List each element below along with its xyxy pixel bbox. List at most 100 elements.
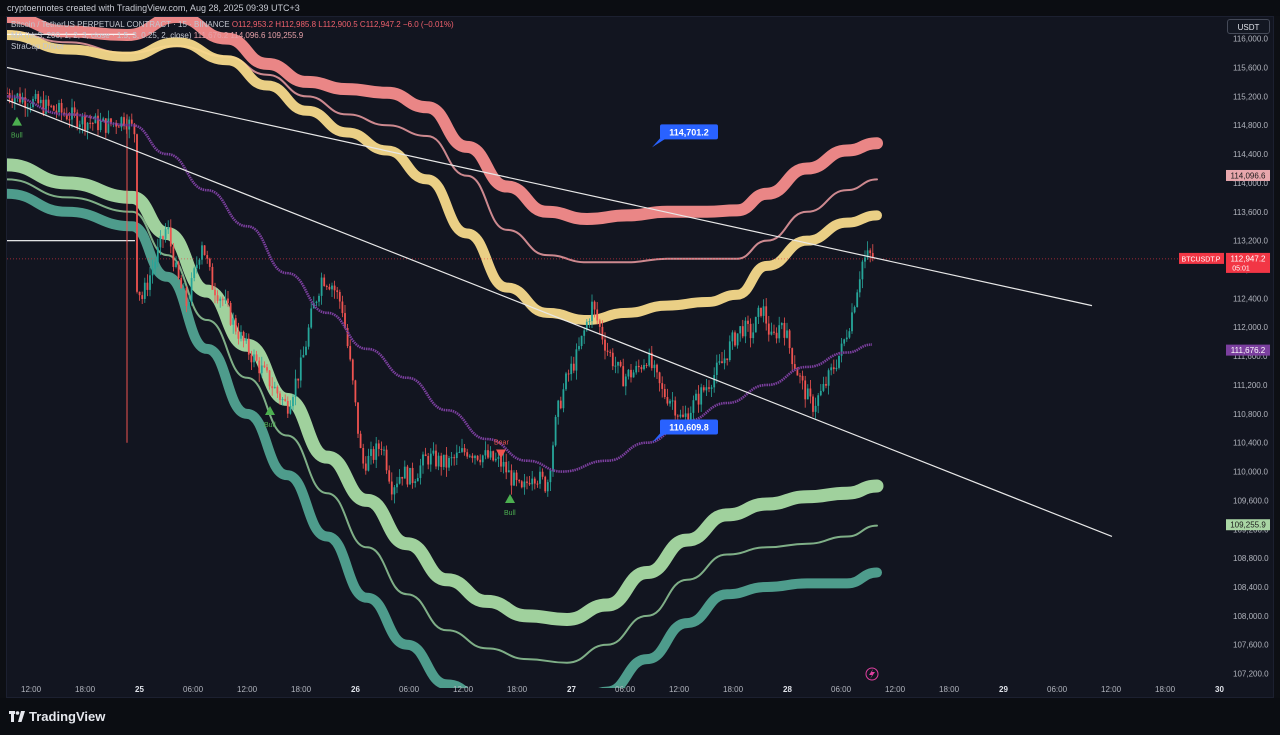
candle-body — [461, 448, 463, 452]
candle-body — [494, 458, 497, 461]
x-tick-label: 27 — [567, 685, 576, 694]
candle-body — [307, 327, 310, 347]
candle-body — [221, 298, 224, 301]
candle-body — [767, 323, 770, 335]
candle-body — [370, 449, 372, 456]
candle-body — [614, 365, 617, 367]
candle-body — [55, 110, 58, 113]
candle-body — [531, 478, 534, 485]
candle-body — [255, 354, 258, 361]
candle-body — [791, 348, 794, 365]
y-tick-label: 108,800.0 — [1233, 554, 1269, 563]
candle-body — [697, 393, 700, 405]
candle-body — [502, 461, 505, 467]
candle-body — [578, 346, 580, 350]
candle-body — [650, 352, 653, 369]
candle-body — [619, 361, 622, 367]
candle-body — [853, 307, 856, 313]
candle-body — [237, 331, 240, 339]
candle-body — [240, 331, 242, 339]
y-tick-label: 110,000.0 — [1233, 468, 1269, 477]
indicator-row: StraCap Driver — [11, 41, 454, 52]
candle-body — [585, 321, 588, 331]
price-label-bg — [1226, 169, 1270, 181]
candle-body — [684, 413, 687, 417]
candle-body — [669, 400, 671, 404]
candle-body — [320, 277, 323, 296]
candle-body — [799, 375, 801, 377]
candle-body — [752, 332, 755, 339]
candle-body — [817, 395, 820, 406]
candle-body — [734, 332, 736, 346]
callout-box — [660, 419, 718, 435]
candle-body — [198, 259, 201, 265]
candle-body — [141, 295, 144, 299]
candle-body — [726, 358, 729, 361]
candle-body — [164, 229, 167, 239]
upper-main-band — [7, 30, 882, 326]
x-tick-label: 12:00 — [885, 685, 906, 694]
candle-body — [601, 326, 604, 340]
candle-body — [848, 331, 851, 338]
bull-signal-marker — [505, 493, 515, 503]
candle-body — [598, 320, 601, 327]
candle-body — [700, 387, 703, 405]
candle-body — [208, 258, 211, 267]
candle-body — [819, 390, 822, 396]
candle-body — [45, 99, 47, 114]
y-tick-label: 116,000.0 — [1233, 35, 1269, 44]
candle-body — [86, 122, 89, 131]
candle-body — [177, 262, 180, 279]
candle-body — [13, 97, 16, 103]
y-tick-label: 107,600.0 — [1233, 641, 1269, 650]
candle-body — [567, 373, 570, 375]
candle-body — [866, 250, 869, 258]
candle-body — [552, 445, 554, 471]
candle-body — [718, 361, 721, 363]
candle-body — [489, 451, 492, 458]
candle-body — [754, 316, 757, 333]
tradingview-logo-text: TradingView — [29, 709, 106, 724]
y-tick-label: 112,400.0 — [1233, 294, 1269, 303]
candle-body — [474, 455, 476, 459]
candle-body — [50, 105, 53, 107]
x-tick-label: 06:00 — [1047, 685, 1068, 694]
y-tick-label: 114,400.0 — [1233, 150, 1269, 159]
candle-body — [224, 298, 227, 301]
tradingview-logo[interactable]: TradingView — [9, 709, 105, 724]
candle-body — [234, 318, 237, 332]
candles-group — [7, 87, 874, 504]
candle-body — [156, 247, 159, 262]
candle-body — [671, 400, 674, 402]
footer-bar — [0, 698, 1280, 735]
candle-body — [689, 412, 692, 421]
candle-body — [385, 449, 388, 471]
candle-body — [273, 386, 276, 389]
candle-body — [458, 451, 461, 453]
candle-body — [68, 119, 71, 121]
y-tick-label: 109,600.0 — [1233, 496, 1269, 505]
x-tick-label: 18:00 — [507, 685, 528, 694]
candle-body — [97, 115, 99, 131]
candle-body — [383, 449, 385, 451]
candle-body — [185, 287, 188, 306]
callout-box — [660, 124, 718, 140]
currency-button[interactable]: USDT — [1227, 19, 1270, 34]
candle-body — [814, 405, 817, 412]
candle-body — [765, 306, 768, 324]
candle-body — [523, 481, 526, 488]
x-tick-label: 12:00 — [21, 685, 42, 694]
x-tick-label: 12:00 — [237, 685, 258, 694]
x-tick-label: 18:00 — [291, 685, 312, 694]
chart-legend: Bitcoin / TetherUS PERPETUAL CONTRACT · … — [11, 19, 454, 52]
candle-body — [858, 279, 861, 293]
symbol-name: Bitcoin / TetherUS PERPETUAL CONTRACT · … — [11, 20, 230, 29]
candle-body — [414, 481, 417, 484]
y-tick-label: 108,000.0 — [1233, 612, 1269, 621]
candle-body — [393, 487, 396, 495]
callout-pointer — [652, 433, 666, 443]
price-label-text: 114,096.6 — [1231, 171, 1267, 180]
candle-body — [52, 105, 55, 111]
callout-text: 110,609.8 — [669, 423, 709, 433]
